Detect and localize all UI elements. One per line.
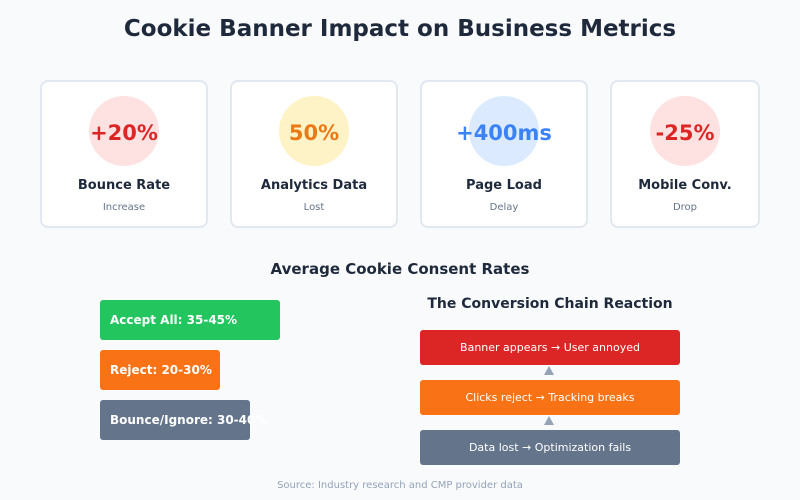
metric-label: Bounce Rate	[77, 178, 171, 193]
metric-label: Analytics Data	[260, 178, 368, 193]
metric-circle	[279, 96, 349, 166]
metric-card-bounce-rate: +20% Bounce Rate Increase	[40, 80, 208, 228]
metric-circle	[650, 96, 720, 166]
consent-bar-accept-all: Accept All: 35-45%	[100, 300, 280, 340]
metric-value: +20%	[90, 121, 158, 145]
metric-value: 50%	[288, 121, 340, 145]
source-note: Source: Industry research and CMP provid…	[277, 480, 523, 491]
chain-step-clicks-reject: Clicks reject → Tracking breaks	[420, 380, 680, 415]
metric-value: -25%	[655, 121, 715, 145]
metric-sublabel: Increase	[102, 202, 146, 213]
arrow-up-icon	[544, 416, 554, 425]
consent-bar-bounce-ignore: Bounce/Ignore: 30-40%	[100, 400, 267, 440]
chain-step-banner-appears: Banner appears → User annoyed	[420, 330, 680, 365]
metric-circle	[89, 96, 159, 166]
metric-card-mobile-conv: -25% Mobile Conv. Drop	[610, 80, 760, 228]
metric-label: Page Load	[466, 178, 542, 193]
arrow-up-icon	[544, 366, 554, 375]
consent-section-title: Average Cookie Consent Rates	[270, 260, 530, 278]
chain-step-data-lost: Data lost → Optimization fails	[420, 430, 680, 465]
consent-bar-reject: Reject: 20-30%	[100, 350, 220, 390]
metric-label: Mobile Conv.	[638, 178, 732, 193]
metric-circle	[469, 96, 539, 166]
metric-card-analytics-data: 50% Analytics Data Lost	[230, 80, 398, 228]
metric-sublabel: Lost	[303, 202, 325, 213]
metric-card-page-load: +400ms Page Load Delay	[420, 80, 588, 228]
metric-sublabel: Delay	[489, 202, 519, 213]
metric-sublabel: Drop	[672, 202, 698, 213]
page-title: Cookie Banner Impact on Business Metrics	[123, 16, 677, 42]
chain-title: The Conversion Chain Reaction	[427, 296, 673, 312]
metric-value: +400ms	[456, 121, 552, 145]
